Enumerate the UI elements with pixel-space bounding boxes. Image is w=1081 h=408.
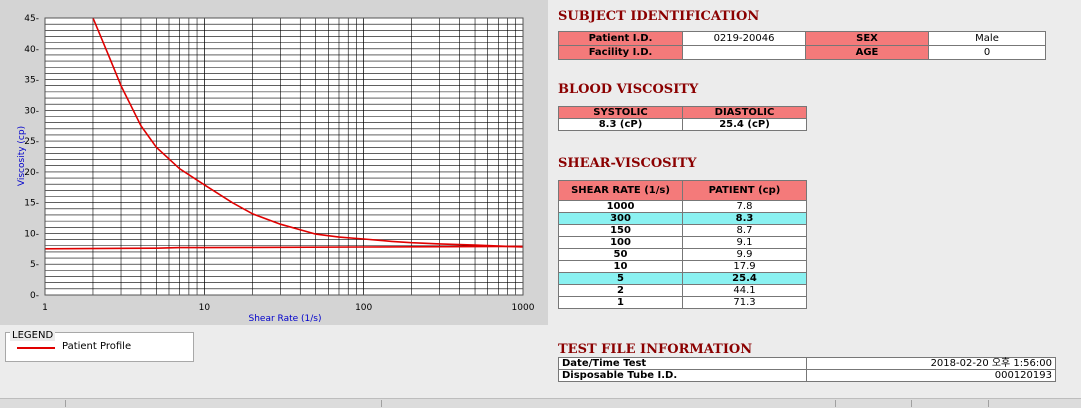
y-tick-label: 45- [24, 14, 39, 24]
x-tick-label: 1 [42, 303, 48, 313]
patient-cp-cell: 8.3 [682, 212, 807, 225]
plot-frame [44, 17, 524, 296]
patient-profile-line [92, 17, 524, 248]
y-tick-label: 0- [30, 291, 39, 301]
x-tick-label: 100 [355, 303, 372, 313]
patient-cp-header: PATIENT (cp) [682, 180, 807, 201]
table-row: 2 44.1 [558, 284, 807, 297]
legend-label: Patient Profile [62, 341, 132, 352]
legend-box [5, 332, 194, 362]
blood-title: BLOOD VISCOSITY [558, 82, 699, 97]
status-divider [65, 400, 66, 407]
table-row: 150 8.7 [558, 224, 807, 237]
table-row: 1 71.3 [558, 296, 807, 309]
y-tick-label: 30- [24, 106, 39, 116]
y-tick-label: 5- [30, 260, 39, 270]
table-row: 100 9.1 [558, 236, 807, 249]
shear-rate-cell: 1 [558, 296, 683, 309]
diastolic-value: 25.4 (cP) [682, 118, 807, 131]
sex-value[interactable]: Male [928, 31, 1046, 46]
y-tick-label: 35- [24, 76, 39, 86]
facility-id-label: Facility I.D. [558, 45, 683, 60]
subject-table: Patient I.D. 0219-20046 SEX Male Facilit… [558, 31, 1046, 60]
y-axis-label: Viscosity (cp) [17, 126, 27, 186]
shear-rate-cell: 10 [558, 260, 683, 273]
subject-title: SUBJECT IDENTIFICATION [558, 9, 760, 24]
date-time-label: Date/Time Test [558, 357, 807, 370]
patient-id-value[interactable]: 0219-20046 [682, 31, 806, 46]
tube-id-value: 000120193 [806, 369, 1056, 382]
patient-cp-cell: 7.8 [682, 200, 807, 213]
shear-rate-header: SHEAR RATE (1/s) [558, 180, 683, 201]
test-file-title: TEST FILE INFORMATION [558, 342, 753, 357]
systolic-value: 8.3 (cP) [558, 118, 683, 131]
table-row: 5 25.4 [558, 272, 807, 285]
viscosity-chart: 0-5-10-15-20-25-30-35-40-45- 1 10 100 1000 … [17, 14, 535, 324]
blood-table: SYSTOLIC DIASTOLIC 8.3 (cP) 25.4 (cP) [558, 106, 807, 131]
shear-rate-cell: 5 [558, 272, 683, 285]
y-tick-label: 15- [24, 199, 39, 209]
patient-cp-cell: 9.1 [682, 236, 807, 249]
patient-cp-cell: 25.4 [682, 272, 807, 285]
chart-panel: 0- 5- 10- 15- 20- 25- 30- 35- 40- 45- 1 10 100 1000 … [0, 0, 548, 325]
patient-cp-cell: 71.3 [682, 296, 807, 309]
date-time-value: 2018-02-20 오후 1:56:00 [806, 357, 1056, 370]
legend-line-swatch [17, 347, 55, 349]
table-row: 300 8.3 [558, 212, 807, 225]
patient-cp-cell: 9.9 [682, 248, 807, 261]
shear-rate-cell: 2 [558, 284, 683, 297]
systolic-label: SYSTOLIC [558, 106, 683, 119]
facility-id-value[interactable] [682, 45, 806, 60]
shear-rate-cell: 300 [558, 212, 683, 225]
shear-rate-cell: 50 [558, 248, 683, 261]
status-bar [0, 398, 1081, 408]
patient-cp-cell: 8.7 [682, 224, 807, 237]
patient-id-label: Patient I.D. [558, 31, 683, 46]
legend-title: LEGEND [10, 330, 56, 341]
plot-area [45, 18, 523, 295]
shear-rate-cell: 1000 [558, 200, 683, 213]
y-tick-label: 25- [24, 137, 39, 147]
table-row: 10 17.9 [558, 260, 807, 273]
diastolic-label: DIASTOLIC [682, 106, 807, 119]
x-axis-label: Shear Rate (1/s) [249, 314, 322, 324]
y-tick-label: 20- [24, 168, 39, 178]
tube-id-label: Disposable Tube I.D. [558, 369, 807, 382]
age-value[interactable]: 0 [928, 45, 1046, 60]
status-divider [381, 400, 382, 407]
test-file-table: Date/Time Test 2018-02-20 오후 1:56:00 Dis… [558, 357, 1056, 382]
y-tick-label: 40- [24, 45, 39, 55]
table-row: 50 9.9 [558, 248, 807, 261]
table-row: 1000 7.8 [558, 200, 807, 213]
y-tick-label: 10- [24, 229, 39, 239]
shear-table: SHEAR RATE (1/s) PATIENT (cp) 1000 7.8 3… [558, 180, 807, 309]
shear-rate-cell: 150 [558, 224, 683, 237]
patient-cp-cell: 44.1 [682, 284, 807, 297]
status-divider [835, 400, 836, 407]
x-tick-label: 1000 [512, 303, 535, 313]
patient-cp-cell: 17.9 [682, 260, 807, 273]
status-divider [911, 400, 912, 407]
status-divider [988, 400, 989, 407]
shear-title: SHEAR-VISCOSITY [558, 156, 697, 171]
sex-label: SEX [805, 31, 929, 46]
baseline-line [44, 245, 524, 250]
shear-rate-cell: 100 [558, 236, 683, 249]
age-label: AGE [805, 45, 929, 60]
x-tick-label: 10 [199, 303, 211, 313]
